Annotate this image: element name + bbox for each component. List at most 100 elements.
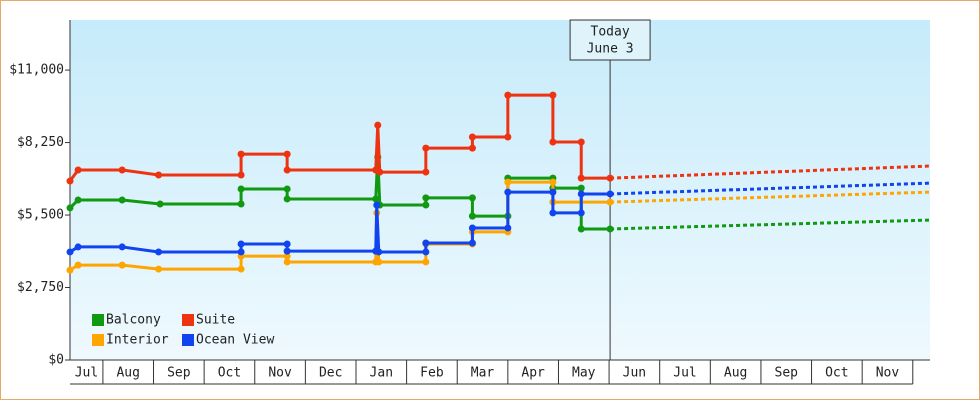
price-point <box>468 194 476 202</box>
price-line <box>69 190 611 254</box>
forecast-line <box>610 190 931 204</box>
x-tick-label: Oct <box>825 366 848 381</box>
price-point <box>422 194 430 202</box>
price-point <box>606 225 614 233</box>
x-tick-label: Jun <box>623 366 646 381</box>
price-point <box>468 224 476 232</box>
price-point <box>373 201 381 209</box>
price-point <box>66 248 74 256</box>
price-point <box>237 240 245 248</box>
price-point <box>504 188 512 196</box>
price-point <box>422 201 430 209</box>
y-tick-label: $2,750 <box>17 280 64 295</box>
price-point <box>468 239 476 247</box>
today-label: Today <box>591 25 630 40</box>
forecast-line <box>610 164 931 180</box>
price-point <box>374 121 382 129</box>
price-point <box>577 138 585 146</box>
price-point <box>237 171 245 179</box>
price-point <box>66 266 74 274</box>
price-point <box>549 209 557 217</box>
price-point <box>118 243 126 251</box>
x-tick-label: May <box>572 366 596 381</box>
today-box <box>569 19 651 61</box>
x-tick-label: Aug <box>724 366 747 381</box>
x-tick-label: Mar <box>471 366 495 381</box>
y-tick-label: $0 <box>48 353 64 368</box>
price-point <box>283 247 291 255</box>
legend-label: Suite <box>196 313 235 328</box>
x-tick-label: Nov <box>268 366 292 381</box>
price-point <box>155 248 163 256</box>
price-point <box>375 248 383 256</box>
price-line <box>68 93 611 182</box>
legend-swatch <box>182 334 194 346</box>
price-point <box>237 200 245 208</box>
price-point <box>74 196 82 204</box>
forecast-line <box>610 181 931 196</box>
price-point <box>237 265 245 273</box>
price-point <box>155 265 163 273</box>
price-point <box>283 258 291 266</box>
y-tick-label: $11,000 <box>9 63 64 78</box>
forecast-line <box>610 218 931 231</box>
price-point <box>504 91 512 99</box>
price-point <box>422 168 430 176</box>
x-tick-label: Jul <box>75 366 98 381</box>
price-point <box>376 168 384 176</box>
price-point <box>422 248 430 256</box>
price-point <box>549 188 557 196</box>
price-point <box>283 195 291 203</box>
x-tick-label: Aug <box>116 366 139 381</box>
price-point <box>549 178 557 186</box>
price-point <box>118 166 126 174</box>
x-tick-label: Sep <box>167 366 191 381</box>
price-point <box>504 133 512 141</box>
x-tick-label: Jan <box>370 366 393 381</box>
x-tick-label: Apr <box>521 366 545 381</box>
price-point <box>118 261 126 269</box>
legend-label: Ocean View <box>196 333 274 348</box>
price-point <box>422 258 430 266</box>
price-point <box>283 150 291 158</box>
price-point <box>74 243 82 251</box>
price-point <box>237 185 245 193</box>
price-point <box>468 144 476 152</box>
price-point <box>155 171 163 179</box>
x-tick-label: Oct <box>218 366 241 381</box>
price-point <box>156 200 164 208</box>
price-point <box>237 150 245 158</box>
price-point <box>422 239 430 247</box>
price-point <box>283 240 291 248</box>
price-point <box>468 133 476 141</box>
y-tick-label: $8,250 <box>17 135 64 150</box>
price-point <box>577 184 585 192</box>
legend-swatch <box>92 314 104 326</box>
price-point <box>66 177 74 185</box>
price-point <box>237 248 245 256</box>
price-point <box>577 190 585 198</box>
price-point <box>504 224 512 232</box>
y-tick-label: $5,500 <box>17 208 64 223</box>
x-tick-label: Nov <box>876 366 900 381</box>
price-point <box>375 258 383 266</box>
price-point <box>606 198 614 206</box>
price-point <box>74 261 82 269</box>
legend-label: Balcony <box>106 313 161 328</box>
price-point <box>577 174 585 182</box>
x-tick-label: Sep <box>775 366 799 381</box>
price-point <box>549 138 557 146</box>
price-point <box>606 190 614 198</box>
price-point <box>74 166 82 174</box>
x-tick-label: Jul <box>673 366 696 381</box>
legend-label: Interior <box>106 333 169 348</box>
price-point <box>372 195 380 203</box>
x-tick-label: Feb <box>420 366 444 381</box>
today-label: June 3 <box>587 42 634 57</box>
price-point <box>468 212 476 220</box>
price-point <box>549 91 557 99</box>
price-point <box>66 204 74 212</box>
price-point <box>577 209 585 217</box>
price-point <box>118 196 126 204</box>
